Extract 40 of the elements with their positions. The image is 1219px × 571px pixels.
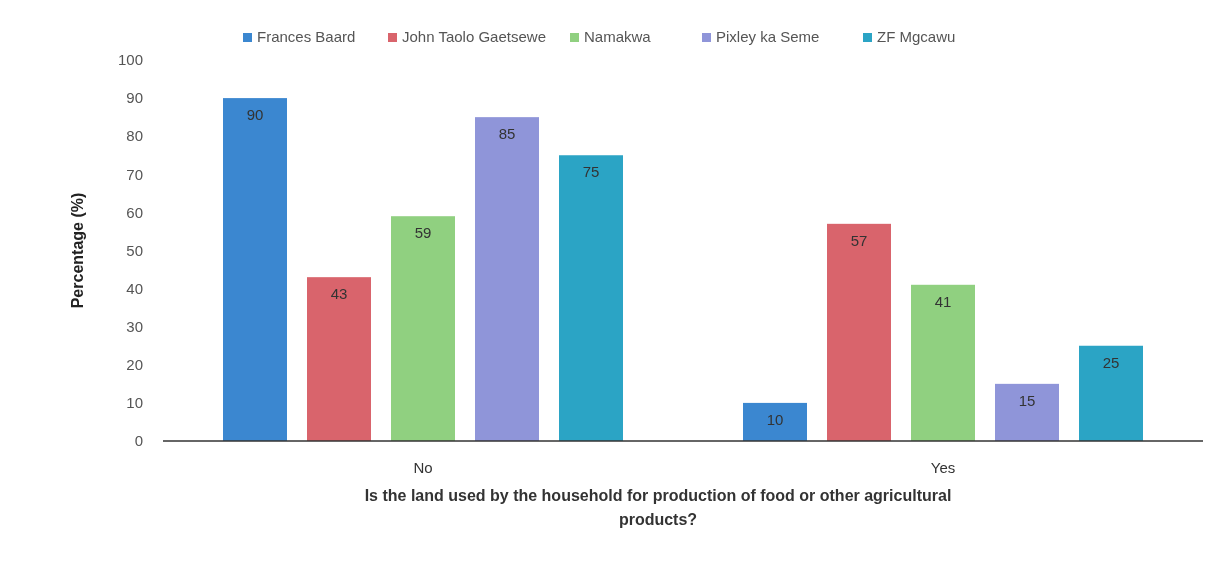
data-label: 75 <box>582 163 600 181</box>
data-label: 15 <box>1018 391 1036 409</box>
y-tick-label: 30 <box>126 317 143 335</box>
data-label: 25 <box>1102 353 1120 371</box>
y-tick-label: 70 <box>126 165 143 183</box>
y-tick-label: 80 <box>126 127 143 145</box>
y-tick-label: 10 <box>126 394 143 412</box>
bar <box>827 223 891 441</box>
legend-label: Frances Baard <box>257 28 356 45</box>
legend-label: ZF Mgcawu <box>877 28 956 45</box>
data-label: 41 <box>934 292 952 310</box>
y-tick-label: 60 <box>126 203 143 221</box>
data-label: 90 <box>246 106 264 124</box>
y-axis-title: Percentage (%) <box>69 192 86 309</box>
y-tick-label: 40 <box>126 279 143 297</box>
data-label: 43 <box>330 285 348 303</box>
legend-label: John Taolo Gaetsewe <box>402 28 546 45</box>
x-tick-label: No <box>413 459 433 476</box>
legend-label: Pixley ka Seme <box>716 28 820 45</box>
y-tick-label: 0 <box>134 432 143 450</box>
bar <box>995 383 1059 441</box>
bar <box>475 117 539 441</box>
y-tick-label: 90 <box>126 89 143 107</box>
bar <box>391 216 455 441</box>
bar <box>559 155 623 441</box>
x-tick-label: Yes <box>930 459 956 476</box>
y-tick-label: 100 <box>117 51 143 69</box>
x-axis-title: Is the land used by the household for production of food or other agricultural products? <box>364 487 952 528</box>
bar <box>743 402 807 441</box>
bar <box>911 284 975 441</box>
data-label: 59 <box>414 224 432 242</box>
bar <box>307 277 371 441</box>
data-label: 10 <box>766 410 784 428</box>
bar <box>223 98 287 441</box>
legend-label: Namakwa <box>584 28 652 45</box>
data-label: 85 <box>498 125 516 143</box>
y-tick-label: 50 <box>126 241 143 259</box>
data-label: 57 <box>850 231 868 249</box>
y-tick-label: 20 <box>126 356 143 374</box>
bar <box>1079 345 1143 441</box>
